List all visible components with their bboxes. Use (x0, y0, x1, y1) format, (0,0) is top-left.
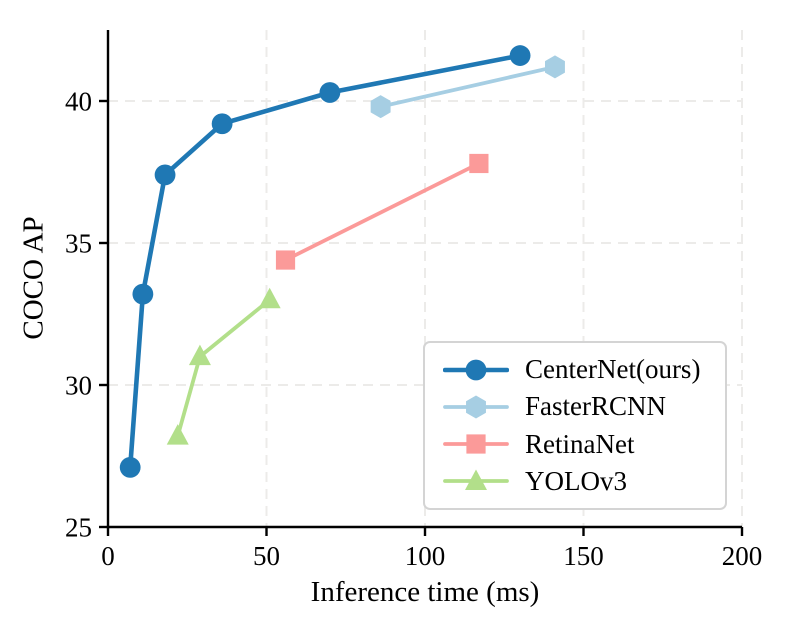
yolov3-line-triangle-icon (443, 469, 509, 491)
hexagon-marker-icon (466, 395, 486, 419)
retinanet-point-0-square-marker (275, 250, 296, 270)
series-line-yolov3 (175, 297, 272, 439)
x-axis-title: Inference time (ms) (310, 576, 540, 608)
retinanet-line-square-icon (443, 434, 509, 454)
circle-marker-icon (465, 359, 487, 381)
centernet-ours-point-2-circle-marker (154, 164, 176, 186)
x-tick-label-0: 0 (101, 541, 115, 571)
x-tick-label-50: 50 (253, 541, 280, 571)
y-axis-title: COCO AP (17, 216, 50, 340)
legend-label-yolov3: YOLOv3 (525, 465, 627, 496)
y-tick-label-25: 25 (65, 513, 92, 543)
y-tick-label-40: 40 (65, 87, 92, 117)
series-line-retinanet (283, 161, 481, 262)
legend-item-centernet: CenterNet(ours) (443, 356, 715, 383)
legend-label-fasterrcnn: FasterRCNN (525, 391, 666, 422)
legend: CenterNet(ours) FasterRCNN RetinaNet YOL… (423, 341, 727, 510)
centernet-ours-point-5-circle-marker (509, 45, 531, 66)
centernet-ours-point-1-circle-marker (132, 283, 154, 305)
legend-label-centernet: CenterNet(ours) (525, 354, 701, 385)
fasterrcnn-point-0-hexagon-marker (370, 95, 391, 119)
yolov3-point-2-triangle-marker (258, 287, 281, 309)
centernet-ours-point-3-circle-marker (211, 113, 233, 135)
yolov3-point-1-triangle-marker (188, 344, 211, 366)
triangle-marker-icon (465, 469, 487, 491)
legend-item-fasterrcnn: FasterRCNN (443, 393, 715, 420)
y-tick-label-35: 35 (65, 229, 92, 259)
x-tick-label-100: 100 (405, 541, 446, 571)
retinanet-point-1-square-marker (469, 153, 489, 174)
x-tick-label-150: 150 (563, 541, 604, 571)
series-line-centernet-ours (127, 53, 523, 470)
square-marker-icon (466, 434, 486, 454)
centernet-ours-point-4-circle-marker (319, 82, 341, 103)
centernet-line-circle-icon (443, 359, 509, 381)
legend-label-retinanet: RetinaNet (525, 428, 635, 459)
series-line-fasterrcnn (378, 65, 557, 109)
legend-item-yolov3: YOLOv3 (443, 465, 715, 496)
yolov3-point-0-triangle-marker (166, 424, 189, 445)
fasterrcnn-line-hexagon-icon (443, 395, 509, 419)
legend-item-retinanet: RetinaNet (443, 428, 715, 459)
fasterrcnn-point-1-hexagon-marker (545, 55, 565, 79)
centernet-ours-point-0-circle-marker (119, 456, 141, 478)
x-tick-label-200: 200 (722, 541, 763, 571)
y-tick-label-30: 30 (65, 371, 92, 401)
